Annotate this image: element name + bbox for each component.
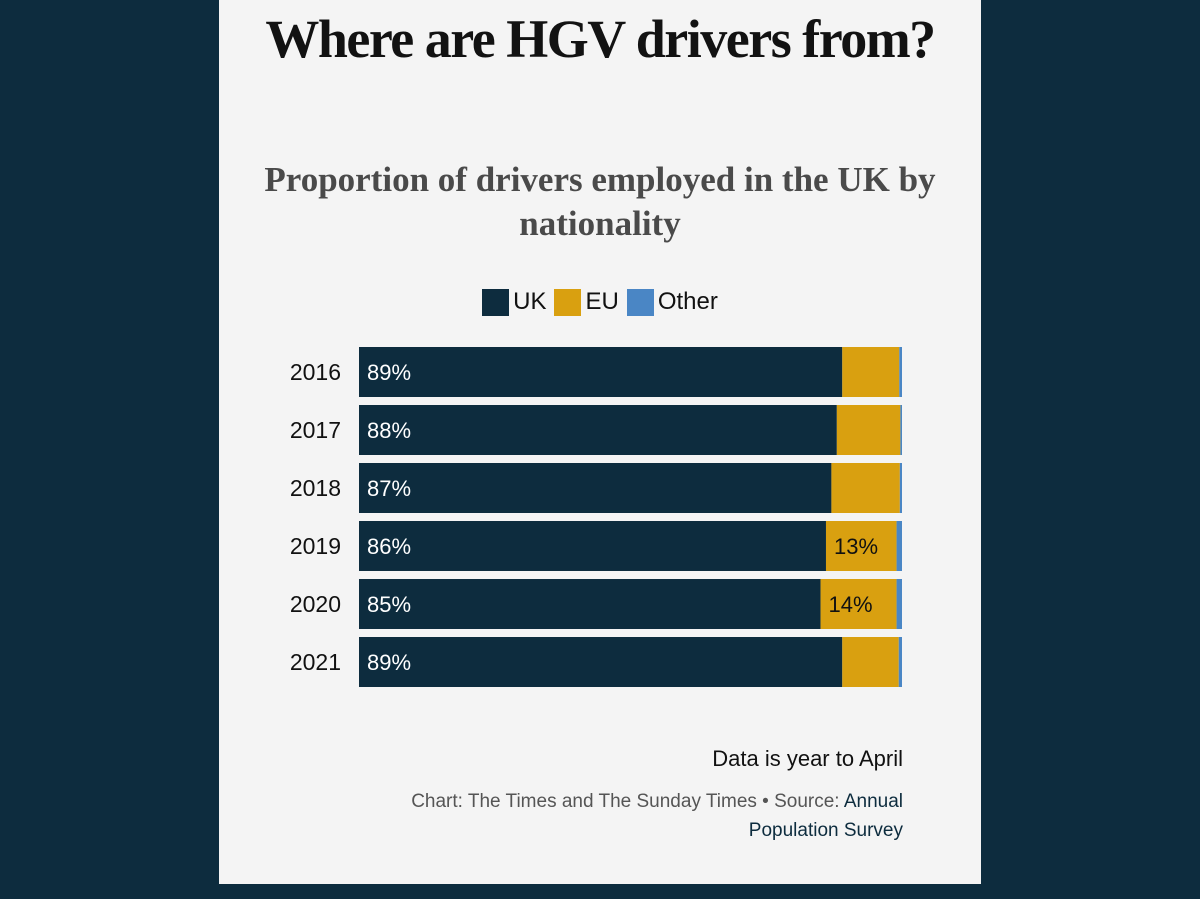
- bar-other-2018: [899, 463, 902, 513]
- legend-swatch-other: [626, 288, 654, 316]
- bar-eu-2019: [825, 521, 897, 571]
- credit-prefix: Chart: The Times and The Sunday Times • …: [411, 791, 844, 812]
- bar-uk-2017: [359, 405, 837, 455]
- data-label-uk-2021: 89%: [367, 650, 411, 675]
- y-tick-label-2019: 2019: [290, 533, 341, 559]
- legend-swatch-eu: [554, 288, 582, 316]
- chart-card: Where are HGV drivers from? Proportion o…: [219, 0, 981, 884]
- bar-other-2020: [896, 579, 902, 629]
- legend-label-uk: UK: [513, 288, 547, 315]
- y-tick-label-2016: 2016: [290, 359, 341, 385]
- legend-item-eu: EU: [554, 288, 619, 316]
- source-link[interactable]: Annual Population Survey: [748, 791, 903, 841]
- y-tick-label-2018: 2018: [290, 475, 341, 501]
- legend-label-eu: EU: [585, 288, 619, 315]
- chart-note: Data is year to April: [712, 746, 903, 771]
- chart-legend: UK EU Other: [219, 288, 981, 316]
- data-label-uk-2020: 85%: [367, 592, 411, 617]
- y-tick-label-2017: 2017: [290, 417, 341, 443]
- data-label-uk-2019: 86%: [367, 534, 411, 559]
- bar-uk-2016: [359, 347, 843, 397]
- bar-eu-2018: [831, 463, 900, 513]
- legend-label-other: Other: [657, 288, 718, 315]
- chart-subtitle: Proportion of drivers employed in the UK…: [264, 160, 936, 243]
- chart-title: Where are HGV drivers from?: [265, 9, 936, 69]
- legend-swatch-uk: [482, 288, 510, 316]
- bar-uk-2019: [359, 521, 826, 571]
- bar-other-2019: [896, 521, 902, 571]
- bar-uk-2020: [359, 579, 821, 629]
- bar-uk-2018: [359, 463, 832, 513]
- y-tick-label-2021: 2021: [290, 649, 341, 675]
- data-label-eu-2020: 14%: [829, 592, 873, 617]
- data-label-uk-2017: 88%: [367, 418, 411, 443]
- bar-eu-2016: [842, 347, 900, 397]
- bar-other-2021: [898, 637, 902, 687]
- data-label-uk-2018: 87%: [367, 476, 411, 501]
- stacked-bar-chart: 2016 89% 2017 88% 2018 87% 2019 86% 13% 2020 85% 14…: [290, 347, 902, 687]
- data-label-eu-2019: 13%: [834, 534, 878, 559]
- legend-item-other: Other: [626, 288, 718, 316]
- bar-eu-2021: [842, 637, 899, 687]
- legend-item-uk: UK: [482, 288, 546, 316]
- data-label-uk-2016: 89%: [367, 360, 411, 385]
- bar-other-2017: [900, 405, 902, 455]
- bar-other-2016: [899, 347, 902, 397]
- bar-eu-2017: [836, 405, 901, 455]
- bar-uk-2021: [359, 637, 843, 687]
- y-tick-label-2020: 2020: [290, 591, 341, 617]
- chart-credit: Chart: The Times and The Sunday Times • …: [319, 787, 903, 845]
- bar-eu-2020: [820, 579, 897, 629]
